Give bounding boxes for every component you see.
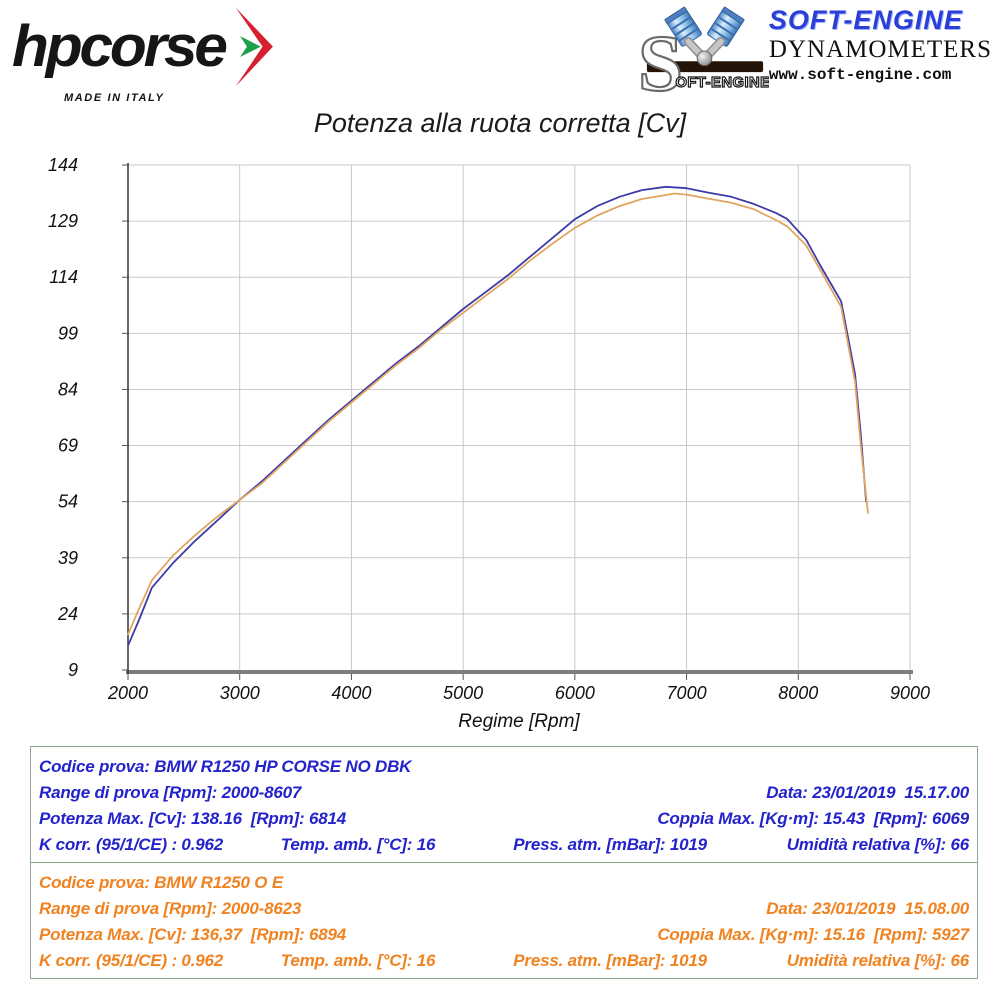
svg-text:69: 69 [58, 436, 78, 456]
umidita-relativa: Umidità relativa [%]: 66 [786, 835, 969, 854]
made-in-italy-label: MADE IN ITALY [64, 92, 165, 104]
x-axis-title: Regime [Rpm] [458, 711, 580, 732]
data-prova: Data: 23/01/2019 15.17.00 [766, 783, 969, 802]
left-cylinder [664, 6, 702, 47]
svg-text:24: 24 [57, 604, 78, 624]
umidita-relativa: Umidità relativa [%]: 66 [786, 951, 969, 970]
softengine-logo-text: OFT-ENGINE [675, 75, 769, 91]
press-atm: Press. atm. [mBar]: 1019 [513, 951, 707, 970]
potenza-max: Potenza Max. [Cv]: 138.16 [Rpm]: 6814 [39, 809, 346, 828]
right-cylinder [706, 6, 745, 47]
svg-text:3000: 3000 [220, 683, 260, 703]
svg-text:39: 39 [58, 548, 78, 568]
test-result-stock: Codice prova: BMW R1250 O E Range di pro… [30, 862, 978, 979]
svg-text:8000: 8000 [778, 683, 818, 703]
hpcorse-wordmark: hpcorse [12, 14, 228, 79]
svg-text:9: 9 [68, 660, 78, 680]
potenza-max: Potenza Max. [Cv]: 136,37 [Rpm]: 6894 [39, 925, 346, 944]
range-di-prova: Range di prova [Rpm]: 2000-8607 [39, 783, 302, 802]
chart-axes [122, 163, 913, 680]
test-result-hpcorse: Codice prova: BMW R1250 HP CORSE NO DBK … [30, 746, 978, 863]
chart-title: Potenza alla ruota corretta [Cv] [313, 108, 687, 138]
coppia-max: Coppia Max. [Kg·m]: 15.43 [Rpm]: 6069 [657, 809, 969, 828]
svg-text:99: 99 [58, 323, 78, 343]
svg-text:144: 144 [48, 155, 78, 175]
test-results: Codice prova: BMW R1250 HP CORSE NO DBK … [30, 746, 978, 979]
codice-prova: Codice prova: BMW R1250 HP CORSE NO DBK [39, 757, 412, 776]
k-corr: K corr. (95/1/CE) : 0.962 [39, 951, 223, 970]
softengine-logo-s: S [641, 19, 683, 96]
temp-amb: Temp. amb. [°C]: 16 [280, 951, 436, 970]
softengine-logo: S OFT-ENGINE SOFT-ENGINE [641, 2, 992, 96]
svg-text:5000: 5000 [443, 683, 483, 703]
power-curve-stock [127, 192, 869, 636]
data-prova: Data: 23/01/2019 15.08.00 [766, 899, 969, 918]
softengine-wordmark: SOFT-ENGINE [768, 5, 963, 35]
svg-text:54: 54 [58, 492, 78, 512]
hpcorse-logo: hpcorse MADE IN ITALY [12, 4, 342, 104]
x-axis-tick-labels: 2000 3000 4000 5000 6000 7000 8000 9000 [107, 683, 930, 703]
svg-text:9000: 9000 [890, 683, 930, 703]
k-corr: K corr. (95/1/CE) : 0.962 [39, 835, 223, 854]
press-atm: Press. atm. [mBar]: 1019 [513, 835, 707, 854]
power-chart: 2000 3000 4000 5000 6000 7000 8000 9000 9 24 39 54 6… [48, 155, 930, 732]
engine-vtwin-icon: S OFT-ENGINE [641, 6, 769, 96]
svg-text:7000: 7000 [667, 683, 707, 703]
range-di-prova: Range di prova [Rpm]: 2000-8623 [39, 899, 302, 918]
dynamometers-label: DYNAMOMETERS [768, 35, 992, 63]
svg-text:6000: 6000 [555, 683, 595, 703]
power-curve-hpcorse [127, 185, 867, 647]
svg-text:84: 84 [58, 379, 78, 399]
svg-text:129: 129 [48, 211, 78, 231]
svg-text:2000: 2000 [107, 683, 148, 703]
hpcorse-arrow-icon [235, 7, 273, 87]
temp-amb: Temp. amb. [°C]: 16 [280, 835, 436, 854]
chart-grid [128, 164, 911, 670]
codice-prova: Codice prova: BMW R1250 O E [39, 873, 283, 892]
y-axis-tick-labels: 9 24 39 54 69 84 99 114 129 144 [48, 155, 78, 680]
svg-text:4000: 4000 [331, 683, 371, 703]
svg-text:114: 114 [49, 267, 78, 287]
coppia-max: Coppia Max. [Kg·m]: 15.16 [Rpm]: 5927 [657, 925, 969, 944]
softengine-url: www.soft-engine.com [768, 66, 952, 85]
